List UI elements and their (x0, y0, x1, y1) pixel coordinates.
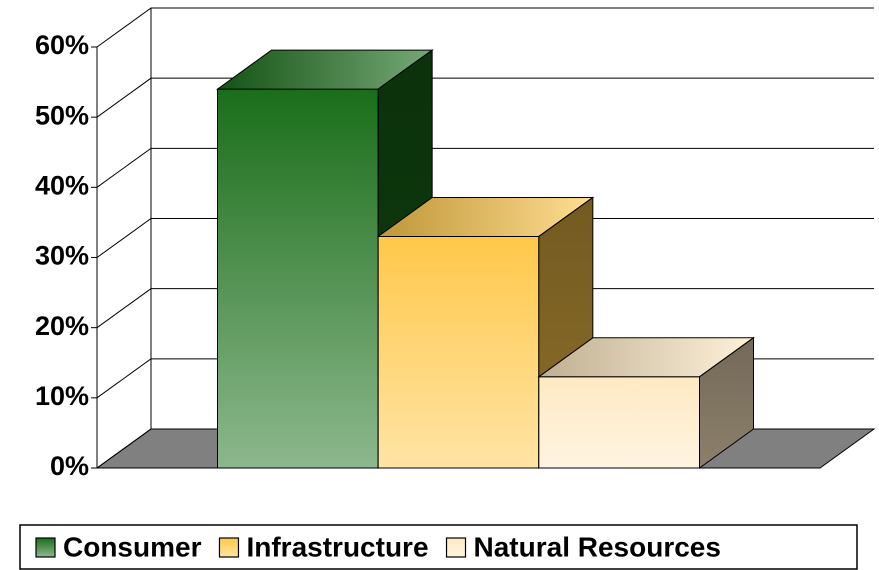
grid-line (96, 147, 874, 188)
y-tick-label: 20% (35, 311, 89, 341)
legend-swatch (35, 537, 56, 558)
legend-box (19, 524, 858, 570)
y-tick-label: 30% (35, 241, 89, 271)
bar-front (377, 235, 540, 469)
y-tick-label: 50% (35, 100, 89, 130)
bar-front (217, 88, 379, 469)
grid-line (96, 218, 874, 258)
legend-label: Consumer (63, 531, 202, 562)
y-tick-label: 40% (35, 170, 89, 200)
grid-line (96, 7, 874, 48)
grid-line (96, 288, 874, 329)
bar-side (699, 336, 754, 469)
legend-swatch (445, 537, 467, 558)
legend-label: Natural Resources (474, 531, 721, 562)
legend-swatch (218, 537, 240, 558)
y-tick-label: 10% (35, 381, 89, 411)
legend-label: Infrastructure (246, 531, 428, 562)
bar-front (538, 376, 700, 469)
y-tick-label: 0% (50, 451, 89, 481)
y-tick-label: 60% (35, 30, 89, 60)
grid-line (96, 77, 874, 118)
